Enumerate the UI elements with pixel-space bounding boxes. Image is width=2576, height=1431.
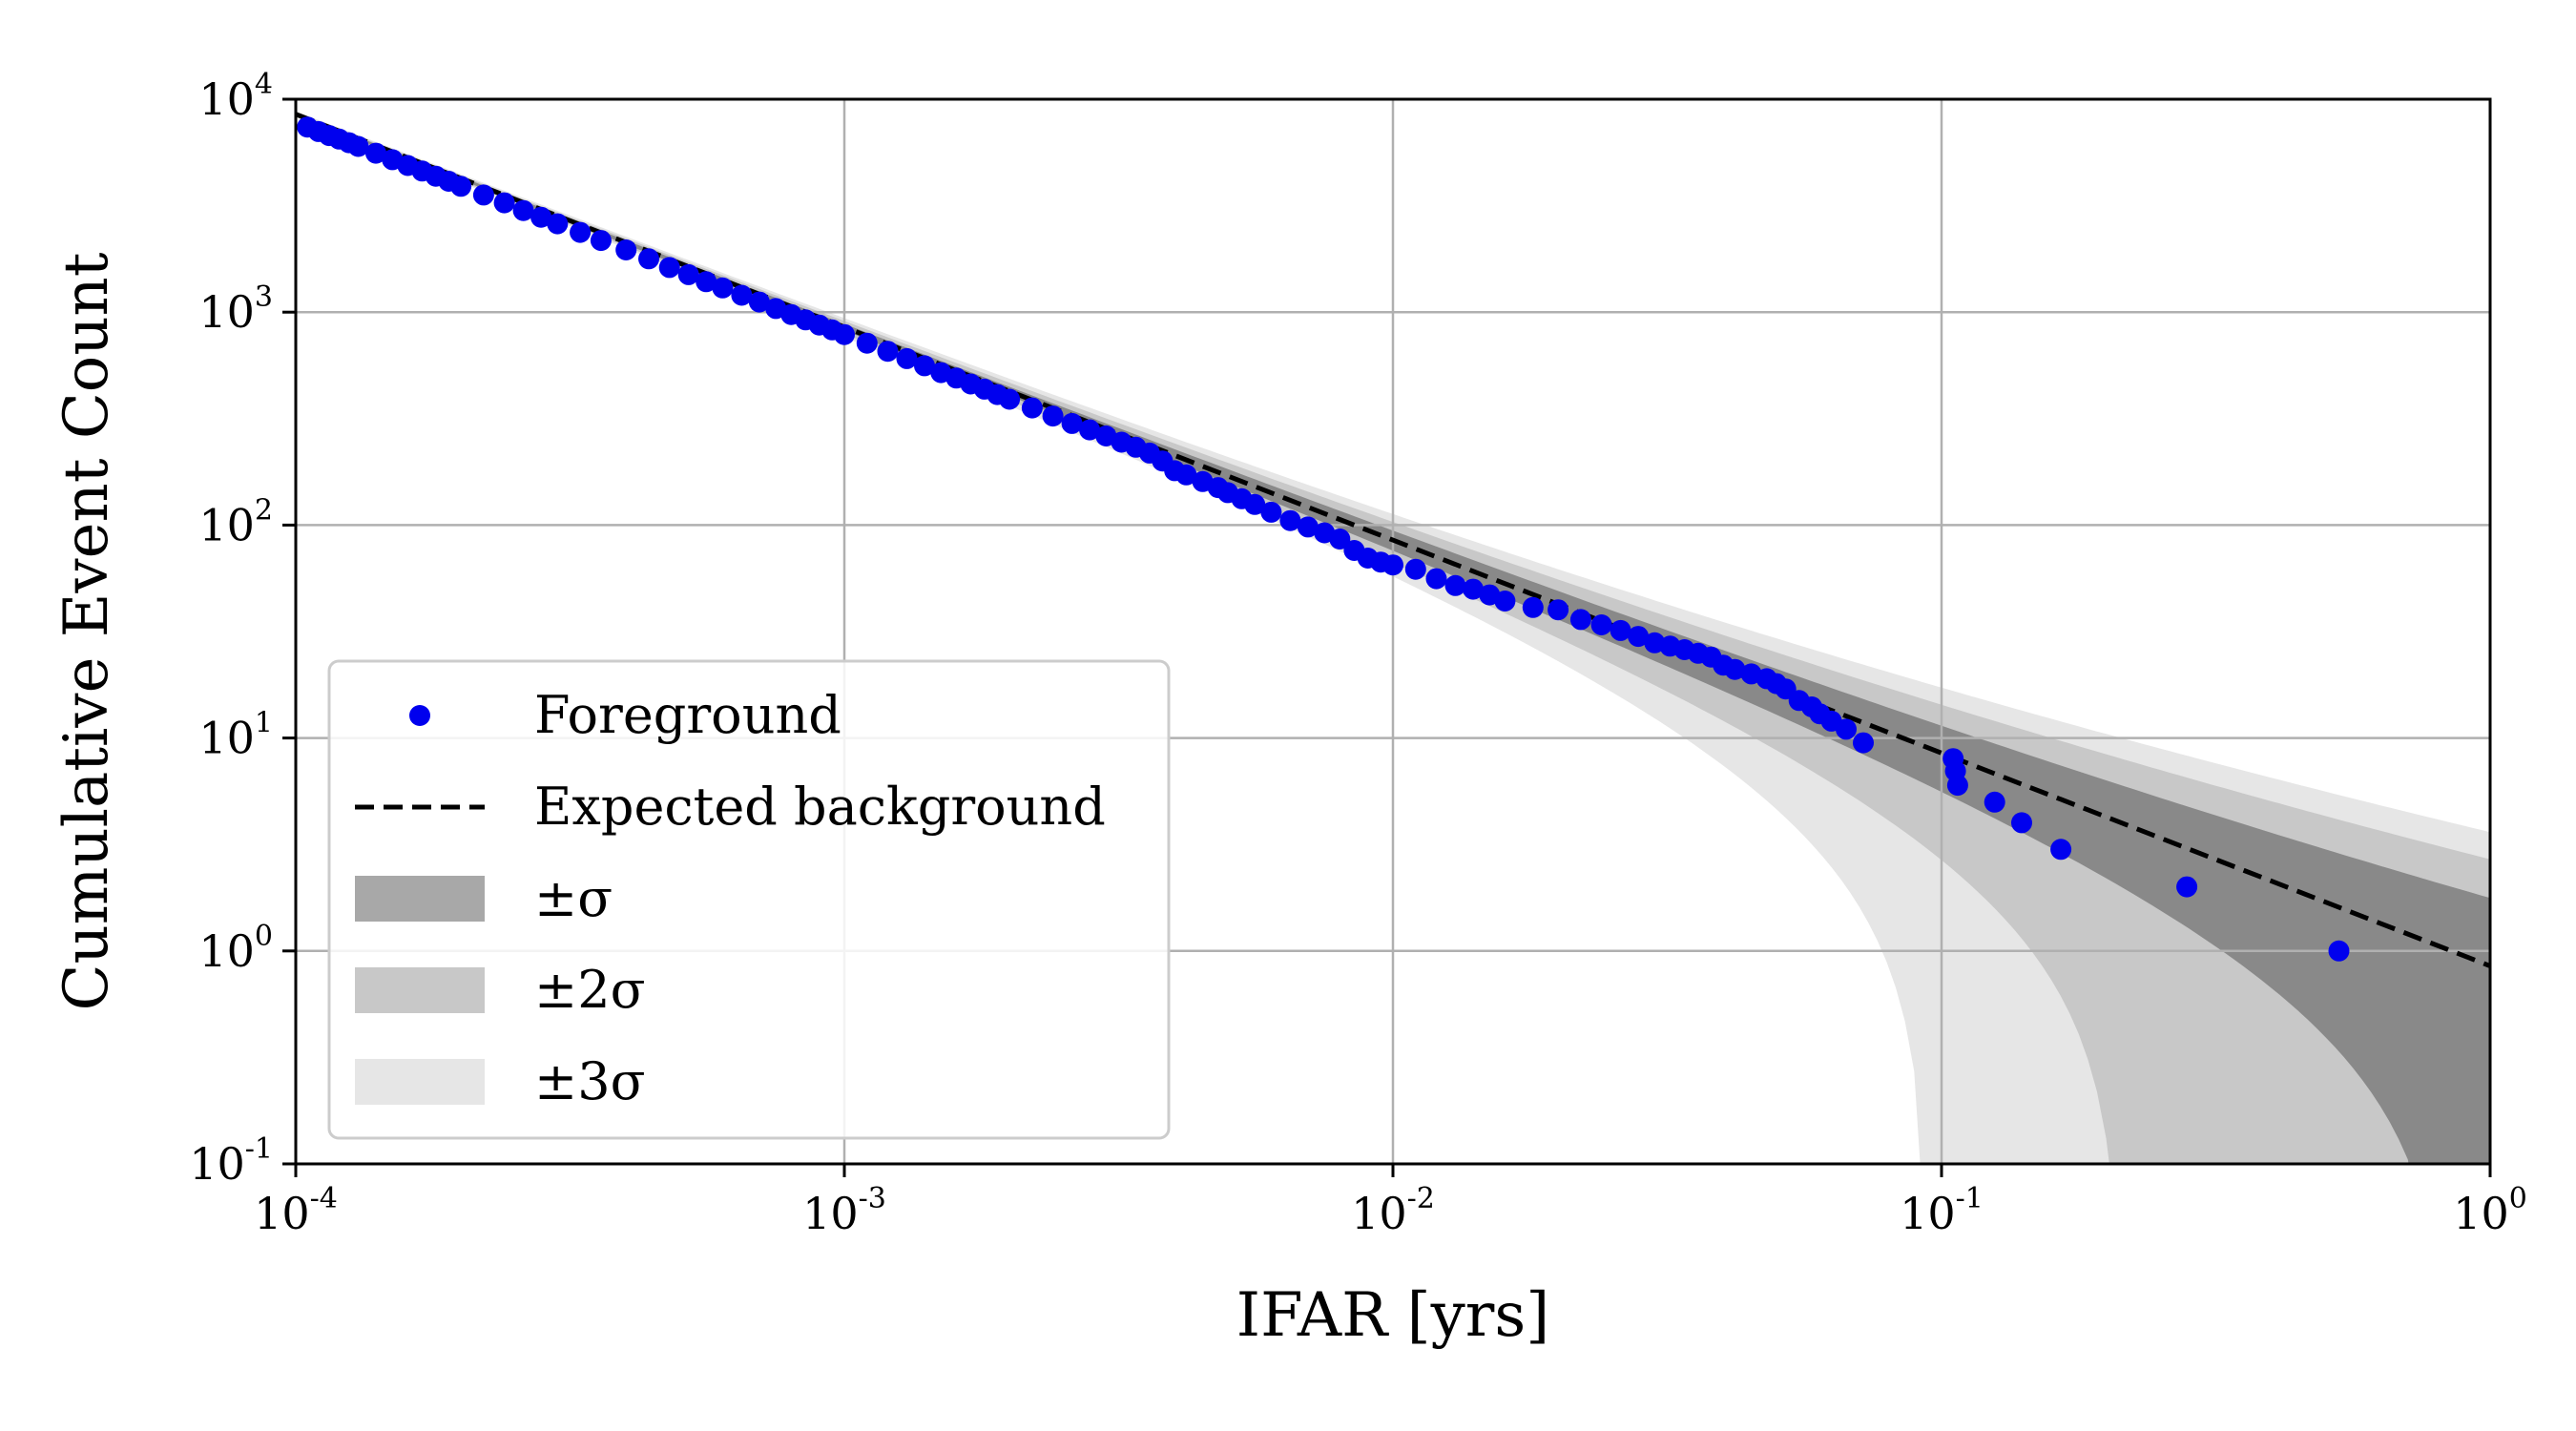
- foreground-point: [450, 176, 472, 197]
- foreground-point: [1425, 568, 1447, 590]
- foreground-point: [712, 277, 734, 299]
- foreground-point: [696, 271, 717, 293]
- x-tick-label: 10-3: [802, 1182, 886, 1239]
- foreground-points: [297, 116, 2350, 962]
- foreground-point: [1021, 397, 1043, 419]
- expected-background-line: [296, 112, 2490, 968]
- foreground-point: [731, 284, 753, 306]
- foreground-point: [658, 257, 680, 279]
- foreground-point: [2050, 839, 2072, 861]
- foreground-point: [1836, 718, 1857, 740]
- foreground-point: [638, 248, 659, 270]
- y-tick-label: 103: [198, 280, 273, 338]
- foreground-point: [1548, 599, 1569, 621]
- foreground-point: [1946, 775, 1968, 797]
- legend: Foreground Expected background ±σ ±2σ ±3σ: [327, 659, 1171, 1140]
- foreground-point: [2176, 876, 2198, 898]
- foreground-point: [1244, 493, 1266, 515]
- foreground-point: [547, 213, 569, 235]
- legend-patch: [355, 967, 485, 1013]
- legend-label: ±2σ: [534, 960, 645, 1020]
- foreground-point: [877, 341, 899, 363]
- foreground-point: [493, 192, 515, 214]
- x-axis-title: IFAR [yrs]: [1236, 1280, 1549, 1351]
- foreground-point: [1569, 609, 1591, 631]
- foreground-point: [472, 184, 494, 206]
- legend-patch: [355, 876, 485, 922]
- y-tick-label: 102: [198, 493, 273, 550]
- foreground-point: [1175, 464, 1197, 486]
- x-tick-label: 10-1: [1900, 1182, 1984, 1239]
- y-tick-label: 101: [198, 707, 273, 764]
- expected-background-layer: [296, 112, 2490, 968]
- foreground-point: [1590, 614, 1612, 635]
- x-tick-label: 100: [2453, 1182, 2527, 1239]
- foreground-point: [512, 199, 534, 221]
- foreground-point: [856, 332, 878, 354]
- legend-label: ±3σ: [534, 1051, 645, 1111]
- legend-label: ±σ: [534, 868, 613, 928]
- foreground-point: [570, 221, 592, 243]
- foreground-point: [1042, 405, 1064, 427]
- foreground-point: [2011, 812, 2032, 834]
- foreground-point: [1404, 558, 1426, 580]
- legend-label: Expected background: [534, 777, 1106, 837]
- y-axis-title: Cumulative Event Count: [52, 252, 122, 1010]
- foreground-point: [1079, 419, 1101, 441]
- foreground-point: [999, 388, 1021, 410]
- legend-marker-foreground: [409, 705, 430, 726]
- axis-ticks: 10-4 10-3 10-2 10-1 100 10-1 100 101 102 103 104: [189, 68, 2527, 1239]
- legend-label: Foreground: [534, 685, 841, 745]
- foreground-point: [615, 239, 637, 260]
- foreground-point: [1382, 554, 1403, 576]
- foreground-point: [896, 347, 918, 369]
- legend-box: [327, 659, 1171, 1140]
- foreground-point: [347, 135, 369, 157]
- legend-patch: [355, 1059, 485, 1105]
- foreground-point: [1494, 591, 1516, 612]
- x-tick-label: 10-4: [254, 1182, 338, 1239]
- x-tick-label: 10-2: [1351, 1182, 1435, 1239]
- foreground-point: [1724, 658, 1746, 680]
- y-tick-label: 100: [198, 920, 273, 977]
- foreground-point: [1260, 501, 1282, 523]
- foreground-point: [2328, 940, 2350, 962]
- foreground-point: [1610, 619, 1631, 641]
- foreground-point: [365, 142, 386, 164]
- foreground-point: [1522, 596, 1544, 618]
- foreground-point: [1297, 516, 1319, 538]
- foreground-point: [1853, 732, 1874, 754]
- foreground-point: [1444, 574, 1466, 596]
- foreground-point: [590, 230, 612, 252]
- foreground-point: [1463, 578, 1484, 600]
- foreground-point: [1984, 791, 2005, 813]
- foreground-point: [677, 263, 699, 285]
- band-2sigma: [296, 112, 2490, 1164]
- foreground-point: [914, 355, 935, 377]
- foreground-point: [834, 323, 855, 345]
- foreground-point: [1279, 509, 1301, 531]
- foreground-point: [1329, 529, 1351, 550]
- y-tick-label: 10-1: [189, 1132, 273, 1190]
- y-tick-label: 104: [198, 68, 273, 125]
- foreground-point: [530, 206, 552, 228]
- foreground-point: [1628, 626, 1650, 648]
- foreground-point: [748, 291, 770, 313]
- foreground-point: [1061, 412, 1083, 434]
